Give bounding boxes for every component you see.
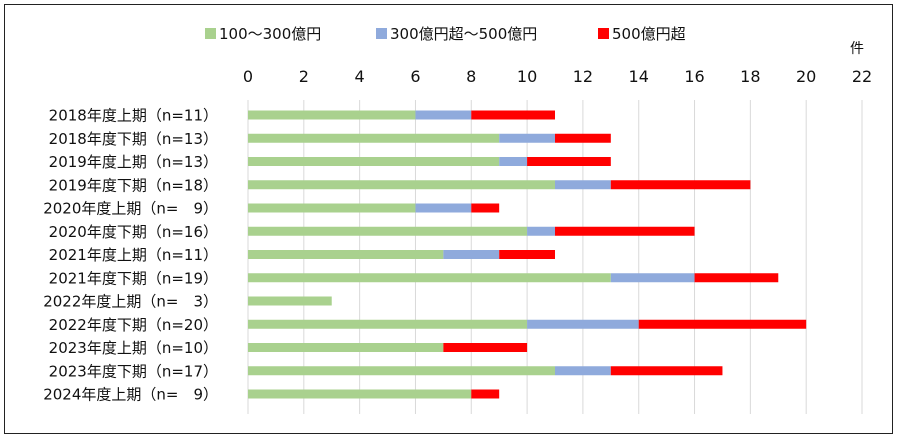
bar-12-series-0 xyxy=(248,389,472,399)
bar-2-series-1 xyxy=(499,157,528,166)
bar-9-series-2 xyxy=(638,319,807,329)
category-label-0: 2018年度上期（n=11） xyxy=(49,107,218,125)
category-label-7: 2021年度下期（n=19） xyxy=(49,269,218,287)
bar-5-series-1 xyxy=(527,226,555,236)
x-tick-label-4: 4 xyxy=(355,67,365,86)
x-tick-label-2: 2 xyxy=(299,67,309,86)
x-tick-label-18: 18 xyxy=(740,67,760,86)
legend-swatch-2 xyxy=(598,28,609,39)
bar-10-series-2 xyxy=(443,343,528,352)
bar-3-series-2 xyxy=(610,180,751,190)
unit-label: 件 xyxy=(850,41,864,57)
bar-9-series-1 xyxy=(527,319,639,329)
bar-4-series-1 xyxy=(415,203,472,213)
bar-1-series-1 xyxy=(499,133,555,143)
bar-1-series-2 xyxy=(555,133,611,143)
category-label-12: 2024年度上期（n= 9） xyxy=(43,386,218,404)
bar-11-series-2 xyxy=(610,366,723,376)
bar-0-series-2 xyxy=(471,110,555,120)
bar-1-series-0 xyxy=(248,133,500,143)
x-tick-label-16: 16 xyxy=(684,67,704,86)
category-label-5: 2020年度下期（n=16） xyxy=(49,223,218,241)
bar-10-series-0 xyxy=(248,343,444,352)
bar-0-series-1 xyxy=(415,110,472,120)
bar-9-series-0 xyxy=(248,319,528,329)
bar-5-series-2 xyxy=(555,226,695,236)
bar-6-series-0 xyxy=(248,250,444,259)
bar-4-series-0 xyxy=(248,203,416,213)
legend-label-0: 100～300億円 xyxy=(219,25,321,43)
bar-7-series-2 xyxy=(694,273,779,283)
category-label-9: 2022年度下期（n=20） xyxy=(49,316,218,334)
bar-12-series-2 xyxy=(471,389,500,399)
legend-swatch-0 xyxy=(205,28,216,39)
x-tick-label-10: 10 xyxy=(517,67,537,86)
x-tick-label-8: 8 xyxy=(466,67,476,86)
gridlines xyxy=(247,100,863,414)
legend-label-1: 300億円超～500億円 xyxy=(390,25,537,43)
bar-8-series-0 xyxy=(248,296,332,306)
category-label-8: 2022年度上期（n= 3） xyxy=(43,293,218,311)
category-label-10: 2023年度上期（n=10） xyxy=(49,339,218,357)
bar-7-series-1 xyxy=(610,273,695,283)
bar-3-series-0 xyxy=(248,180,555,190)
bar-6-series-1 xyxy=(443,250,500,259)
legend: 100～300億円 300億円超～500億円 500億円超 xyxy=(205,25,686,43)
bars xyxy=(248,110,807,399)
bar-2-series-0 xyxy=(248,157,500,166)
category-label-6: 2021年度上期（n=11） xyxy=(49,246,218,264)
legend-swatch-1 xyxy=(376,28,387,39)
x-tick-label-20: 20 xyxy=(796,67,816,86)
bar-6-series-2 xyxy=(499,250,555,259)
x-tick-label-12: 12 xyxy=(573,67,593,86)
x-tick-label-22: 22 xyxy=(852,67,872,86)
bar-3-series-1 xyxy=(555,180,611,190)
bar-5-series-0 xyxy=(248,226,528,236)
category-label-3: 2019年度下期（n=18） xyxy=(49,176,218,194)
x-tick-label-14: 14 xyxy=(629,67,649,86)
bar-11-series-1 xyxy=(555,366,611,376)
x-tick-label-0: 0 xyxy=(243,67,253,86)
category-label-4: 2020年度上期（n= 9） xyxy=(43,200,218,218)
x-axis-ticks: 0 2 4 6 8 10 12 14 16 18 20 22 xyxy=(243,67,872,86)
bar-2-series-2 xyxy=(527,157,611,166)
category-label-2: 2019年度上期（n=13） xyxy=(49,153,218,171)
category-label-11: 2023年度下期（n=17） xyxy=(49,362,218,380)
bar-7-series-0 xyxy=(248,273,611,283)
category-label-1: 2018年度下期（n=13） xyxy=(49,130,218,148)
chart-frame xyxy=(4,4,893,434)
bar-11-series-0 xyxy=(248,366,555,376)
bar-4-series-2 xyxy=(471,203,500,213)
category-labels: 2018年度上期（n=11） 2018年度下期（n=13） 2019年度上期（n=1… xyxy=(43,107,218,404)
bar-0-series-0 xyxy=(248,110,416,120)
x-tick-label-6: 6 xyxy=(410,67,420,86)
legend-label-2: 500億円超 xyxy=(612,25,686,43)
